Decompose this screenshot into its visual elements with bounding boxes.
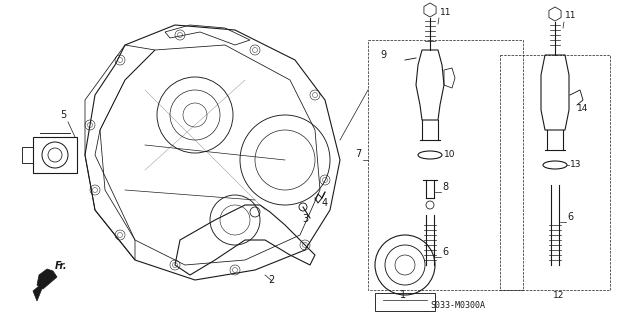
Polygon shape	[33, 281, 45, 301]
Text: 1: 1	[400, 290, 406, 300]
Text: 12: 12	[553, 291, 564, 300]
Text: 13: 13	[570, 160, 582, 169]
Text: 6: 6	[567, 212, 573, 222]
Text: 10: 10	[444, 150, 456, 159]
Text: 4: 4	[322, 198, 328, 208]
Text: Fr.: Fr.	[55, 261, 68, 271]
Text: 11: 11	[565, 11, 577, 20]
Bar	[22, 147, 33, 163]
Bar	[368, 40, 523, 290]
Text: 2: 2	[268, 275, 275, 285]
Text: 14: 14	[577, 104, 588, 113]
Text: 11: 11	[440, 8, 451, 17]
Polygon shape	[37, 269, 57, 289]
Text: 7: 7	[355, 149, 361, 159]
Text: 9: 9	[380, 50, 386, 60]
Text: S033-M0300A: S033-M0300A	[430, 301, 485, 310]
Bar	[33, 137, 77, 173]
Text: 5: 5	[60, 110, 67, 120]
Text: 3: 3	[302, 214, 308, 224]
Bar	[375, 293, 435, 311]
Bar	[500, 55, 610, 290]
Text: 6: 6	[442, 247, 448, 257]
Text: 8: 8	[442, 182, 448, 192]
